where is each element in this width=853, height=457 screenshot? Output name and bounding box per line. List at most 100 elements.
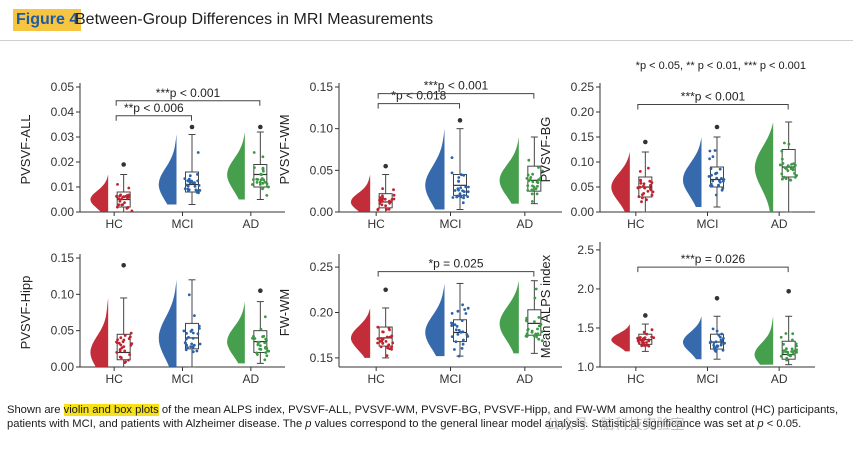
- data-point: [536, 332, 540, 336]
- data-point: [527, 158, 531, 162]
- x-tick-label: HC: [367, 217, 385, 231]
- data-point: [389, 200, 392, 204]
- panel-pvsvf-wm: 0.00 0.05 0.10 0.15 PVSVF-WM HC MCI AD *p < 0.01…: [277, 79, 562, 231]
- data-point: [790, 163, 793, 166]
- x-tick-label: MCI: [172, 217, 194, 231]
- data-point: [119, 343, 123, 347]
- data-point: [462, 173, 466, 177]
- data-point: [263, 358, 267, 362]
- outlier-point: [383, 163, 388, 169]
- significance-label: ***p < 0.001: [156, 86, 221, 100]
- data-point: [536, 327, 539, 331]
- box-iqr-ad: [253, 164, 268, 188]
- data-point: [539, 176, 543, 180]
- data-point: [525, 316, 529, 320]
- data-point: [464, 185, 468, 189]
- data-point: [453, 323, 457, 326]
- data-point: [788, 178, 792, 182]
- data-point: [187, 293, 191, 297]
- data-point: [721, 348, 725, 352]
- data-point: [636, 336, 639, 340]
- data-point: [115, 341, 119, 345]
- outlier-point: [383, 287, 388, 293]
- significance-bracket: [637, 104, 789, 110]
- data-point: [638, 170, 642, 173]
- data-point: [194, 188, 198, 192]
- data-point: [256, 343, 260, 347]
- data-point: [127, 358, 130, 362]
- data-point: [782, 175, 786, 179]
- data-point: [265, 338, 268, 342]
- data-point: [779, 354, 783, 358]
- data-point: [651, 190, 655, 194]
- data-point: [637, 195, 641, 199]
- panel-fw-wm: 0.15 0.20 0.25 FW-WM HC MCI AD *p = 0.025: [277, 254, 562, 386]
- data-point: [187, 336, 190, 339]
- data-point: [461, 303, 464, 307]
- data-point: [795, 344, 798, 348]
- x-tick-label: AD: [771, 372, 788, 386]
- data-point: [456, 194, 460, 198]
- y-tick-label: 0.10: [51, 287, 75, 301]
- violin-hc: [90, 297, 109, 367]
- box-iqr-hc: [116, 333, 131, 361]
- outlier-point: [121, 162, 126, 167]
- data-point: [541, 169, 544, 173]
- significance-bracket: [377, 103, 460, 109]
- data-point: [778, 163, 782, 167]
- data-point: [196, 191, 200, 194]
- data-point: [779, 335, 783, 339]
- data-point: [392, 197, 396, 201]
- data-point: [123, 361, 127, 364]
- data-point: [459, 195, 463, 199]
- data-point: [532, 334, 536, 338]
- significance-label: **p < 0.006: [124, 101, 184, 115]
- data-point: [537, 316, 541, 319]
- data-point: [381, 337, 385, 341]
- x-tick-label: MCI: [697, 217, 719, 231]
- significance-bracket: [637, 266, 789, 273]
- data-point: [383, 197, 387, 201]
- y-tick-label: 0.05: [51, 80, 75, 94]
- data-point: [647, 166, 650, 170]
- outlier-point: [258, 124, 263, 130]
- data-point: [720, 177, 723, 180]
- data-point: [708, 341, 712, 345]
- data-point: [381, 341, 385, 345]
- data-point: [267, 185, 270, 189]
- caption-prefix: Shown are: [7, 404, 64, 416]
- y-tick-label: 0.10: [571, 155, 595, 169]
- data-point: [381, 187, 384, 191]
- y-tick-label: 0.15: [310, 351, 334, 365]
- y-tick-label: 0.25: [310, 260, 334, 274]
- data-point: [190, 342, 194, 346]
- data-point: [186, 187, 190, 191]
- data-point: [459, 186, 463, 190]
- data-point: [264, 351, 268, 354]
- data-point: [711, 327, 715, 331]
- data-point: [649, 187, 652, 191]
- data-point: [780, 157, 784, 161]
- data-point: [529, 176, 533, 179]
- outlier-point: [714, 124, 720, 130]
- data-point: [191, 350, 195, 354]
- data-point: [115, 351, 119, 354]
- data-point: [792, 352, 796, 356]
- data-point: [189, 345, 193, 348]
- data-point: [392, 188, 395, 192]
- data-point: [461, 330, 465, 334]
- data-point: [183, 177, 187, 181]
- y-tick-label: 1.5: [577, 321, 594, 335]
- data-point: [186, 346, 190, 349]
- data-point: [450, 321, 453, 325]
- y-tick-label: 0.25: [571, 80, 595, 94]
- data-point: [782, 342, 785, 346]
- data-point: [125, 194, 128, 198]
- data-point: [650, 335, 654, 339]
- data-point: [466, 306, 470, 310]
- y-tick-label: 0.02: [51, 155, 75, 169]
- x-tick-label: AD: [242, 372, 259, 386]
- data-point: [461, 201, 465, 205]
- data-point: [718, 335, 722, 339]
- outlier-point: [189, 124, 195, 130]
